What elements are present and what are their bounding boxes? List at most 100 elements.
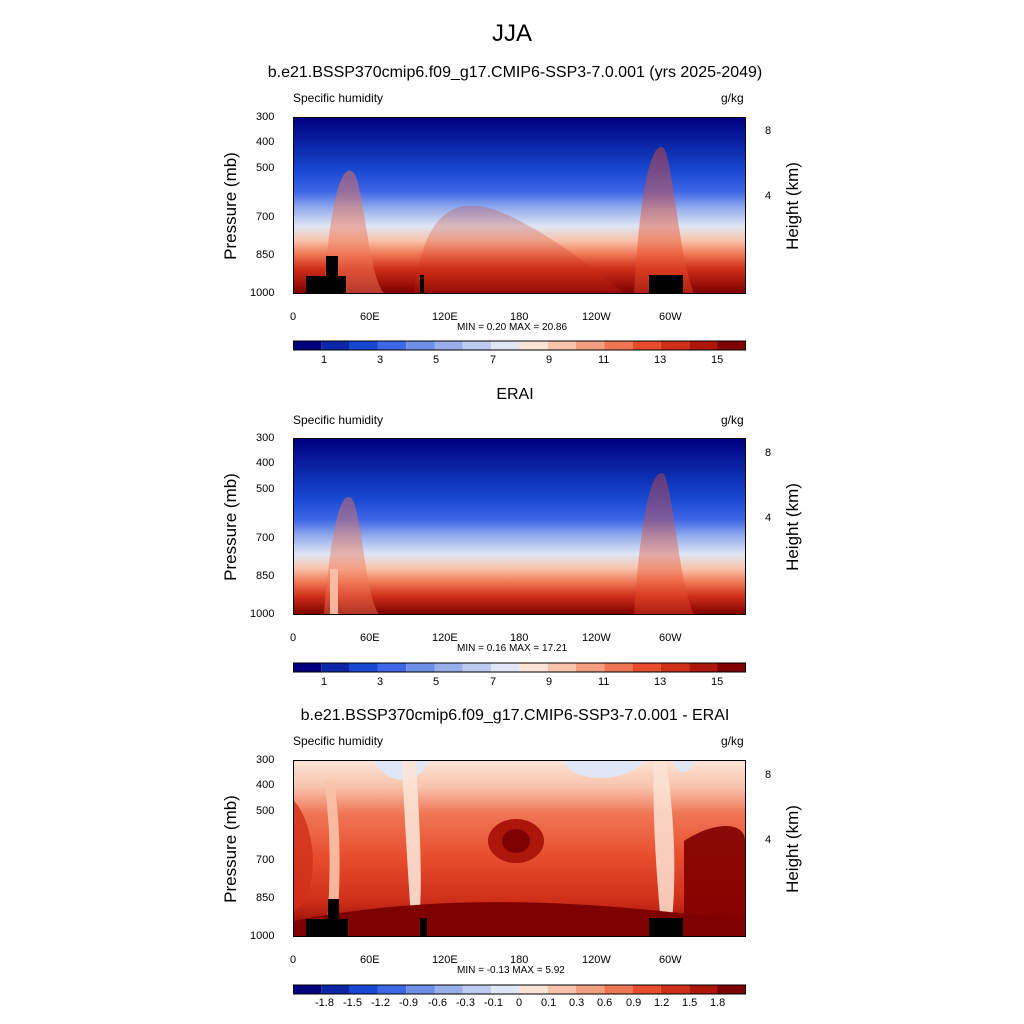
panel-1-ylabel-right: Height (km): [783, 162, 802, 250]
topography-mask-africa: [306, 899, 348, 936]
panel-3-units: g/kg: [721, 734, 744, 748]
panel-2-xtick: 0: [290, 632, 297, 644]
panel-2-xtick: 120W: [582, 632, 611, 644]
panel-1-xtick: 60W: [659, 311, 682, 323]
panel-3-colorbar-label: -0.3: [456, 997, 475, 1009]
panel-1-ytick: 1000: [250, 287, 275, 299]
panel-1-ytick: 700: [256, 211, 275, 223]
panel-3-ytick: 300: [256, 754, 275, 766]
panel-1-min-max: MIN = 0.20 MAX = 20.86: [457, 322, 568, 333]
panel-3-colorbar-label: 0.1: [541, 997, 557, 1009]
panel-2-ytick-right: 4: [765, 512, 772, 524]
panel-1-colorbar: [293, 340, 746, 351]
panel-2-min-max: MIN = 0.16 MAX = 17.21: [457, 643, 568, 654]
panel-2-colorbar-label: 11: [598, 676, 610, 688]
panel-2-ytick: 850: [256, 570, 275, 582]
panel-2-colorbar-label: 15: [711, 676, 724, 688]
panel-3-colorbar-label: -0.9: [399, 997, 418, 1009]
panel-3-ytick: 700: [256, 854, 275, 866]
panel-3-xtick: 60W: [659, 954, 682, 966]
panel-3-ytick: 500: [256, 805, 275, 817]
panel-3-field: [294, 761, 745, 936]
topography-mask-andes: [649, 918, 683, 936]
panel-1-colorbar-label: 7: [490, 354, 497, 366]
panel-3-title: b.e21.BSSP370cmip6.f09_g17.CMIP6-SSP3-7.…: [300, 707, 730, 724]
panel-2-title: ERAI: [496, 386, 534, 403]
panel-3-colorbar-label: -1.2: [371, 997, 390, 1009]
panel-2-ytick: 500: [256, 483, 275, 495]
panel-3-colorbar-label: 0.3: [569, 997, 585, 1009]
panel-3-ylabel-right: Height (km): [783, 805, 802, 893]
panel-1-ytick: 400: [256, 136, 275, 148]
panel-1-colorbar-label: 9: [546, 354, 553, 366]
panel-3-ytick-right: 8: [765, 769, 772, 781]
panel-2-ytick: 300: [256, 432, 275, 444]
panel-2-left-string: Specific humidity: [293, 413, 384, 427]
panel-3-ylabel: Pressure (mb): [221, 795, 240, 903]
panel-1-field: [294, 118, 745, 293]
panel-2-colorbar-label: 7: [490, 676, 497, 688]
panel-1-colorbar-label: 3: [377, 354, 384, 366]
panel-2-colorbar-label: 5: [433, 676, 440, 688]
panel-2-units: g/kg: [721, 413, 744, 427]
panel-3-colorbar-label: -0.1: [484, 997, 503, 1009]
topography-mask-andes: [649, 275, 683, 293]
figure-title: JJA: [491, 20, 532, 47]
panel-2-field: [294, 439, 745, 614]
panel-1-xtick: 120W: [582, 311, 611, 323]
panel-1-xtick: 0: [290, 311, 297, 323]
panel-1-ytick-right: 8: [765, 125, 772, 137]
panel-3-min-max: MIN = -0.13 MAX = 5.92: [457, 965, 565, 976]
panel-3-ytick: 1000: [250, 930, 275, 942]
panel-3-ytick: 850: [256, 892, 275, 904]
panel-1-ytick: 500: [256, 162, 275, 174]
panel-3-xtick: 60E: [360, 954, 380, 966]
panel-2-ytick: 400: [256, 457, 275, 469]
panel-3-colorbar-label: -0.6: [428, 997, 447, 1009]
panel-1-colorbar-label: 13: [654, 354, 667, 366]
panel-2-colorbar: [293, 662, 746, 673]
panel-3-ytick: 400: [256, 779, 275, 791]
panel-1-title: b.e21.BSSP370cmip6.f09_g17.CMIP6-SSP3-7.…: [267, 64, 763, 81]
panel-2-xtick: 60E: [360, 632, 380, 644]
panel-1-colorbar-label: 1: [321, 354, 328, 366]
panel-3-xtick: 120W: [582, 954, 611, 966]
panel-3-colorbar-label: 0: [516, 997, 523, 1009]
panel-3-colorbar-label: -1.5: [343, 997, 362, 1009]
panel-1-xtick: 180: [510, 311, 529, 323]
panel-3-colorbar-label: 1.2: [654, 997, 670, 1009]
panel-1-ytick: 850: [256, 249, 275, 261]
panel-3-colorbar-label: 0.9: [626, 997, 642, 1009]
panel-2-colorbar-label: 1: [321, 676, 328, 688]
panel-1-ytick-right: 4: [765, 190, 772, 202]
panel-2-xtick: 60W: [659, 632, 682, 644]
panel-2-plot-area: [293, 438, 746, 615]
panel-2-colorbar-label: 13: [654, 676, 667, 688]
panel-1-colorbar-label: 11: [598, 354, 610, 366]
panel-3-colorbar-label: 1.8: [710, 997, 726, 1009]
panel-1-xtick: 120E: [432, 311, 458, 323]
panel-3-colorbar-label: -1.8: [315, 997, 334, 1009]
panel-3-xtick: 180: [510, 954, 529, 966]
topography-mask-tibet: [420, 275, 424, 293]
panel-3-colorbar-label: 0.6: [597, 997, 613, 1009]
panel-3-plot-area: [293, 760, 746, 937]
panel-2-xtick: 120E: [432, 632, 458, 644]
panel-1-units: g/kg: [721, 91, 744, 105]
panel-3-colorbar: [293, 984, 746, 995]
panel-3-colorbar-label: 1.5: [682, 997, 698, 1009]
panel-3-ytick-right: 4: [765, 834, 772, 846]
panel-2-xtick: 180: [510, 632, 529, 644]
panel-1-colorbar-label: 15: [711, 354, 724, 366]
panel-2-ytick: 1000: [250, 608, 275, 620]
panel-1-plot-area: [293, 117, 746, 294]
panel-3-left-string: Specific humidity: [293, 734, 384, 748]
panel-2-ytick-right: 8: [765, 447, 772, 459]
panel-1-xtick: 60E: [360, 311, 380, 323]
topography-mask-tibet: [420, 918, 427, 936]
topography-mask-africa: [306, 256, 346, 293]
panel-3-xtick: 120E: [432, 954, 458, 966]
panel-2-ytick: 700: [256, 532, 275, 544]
panel-2-colorbar-label: 3: [377, 676, 384, 688]
panel-2-ylabel: Pressure (mb): [221, 473, 240, 581]
